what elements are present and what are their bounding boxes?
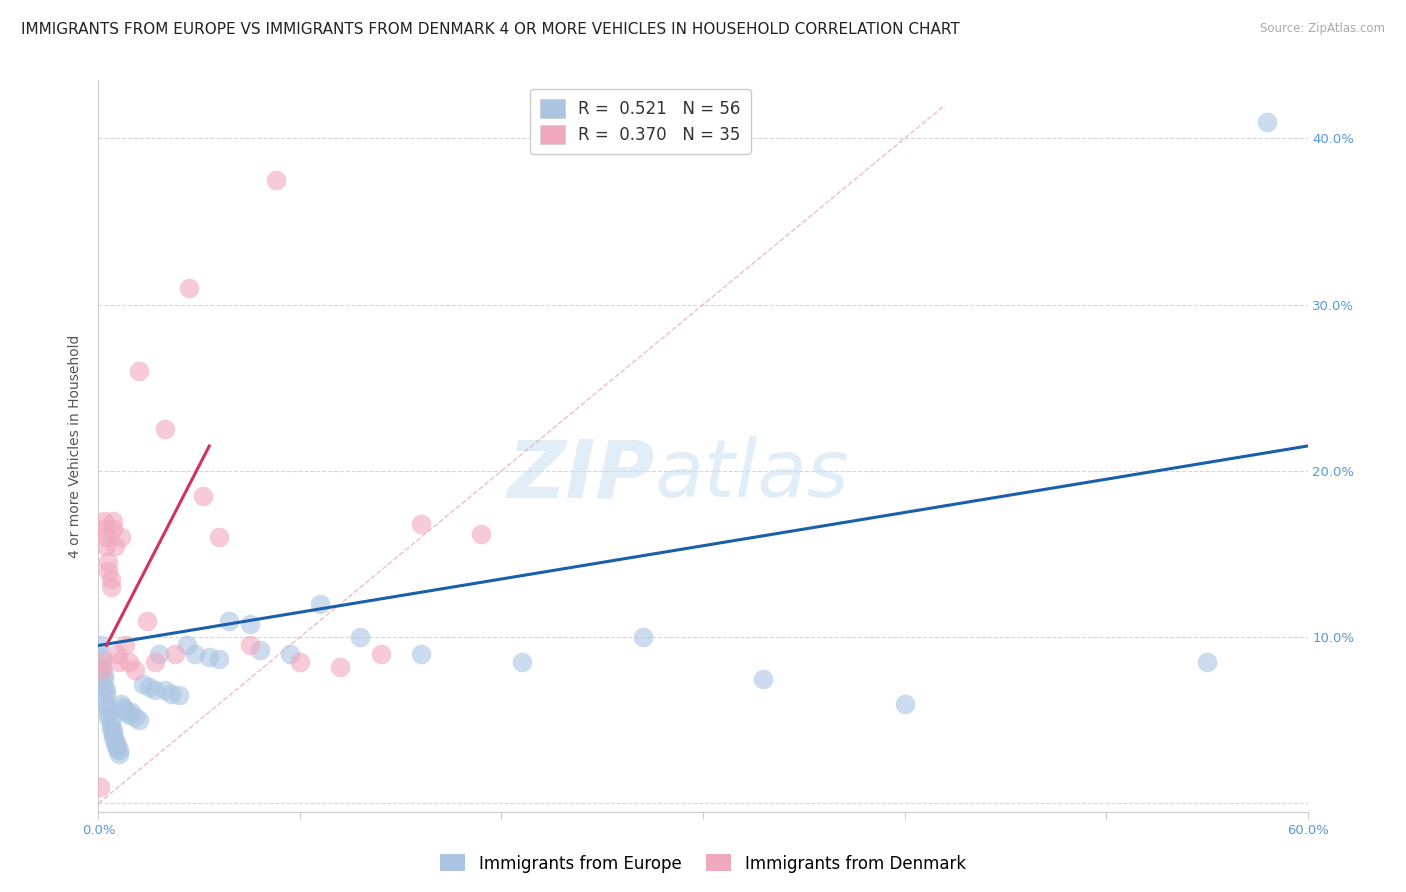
Point [97, 705, 120, 719]
Point [91, 655, 114, 669]
Point [96, 539, 118, 553]
Point [124, 664, 146, 678]
Point [101, 726, 124, 740]
Point [631, 630, 654, 644]
Point [1256, 115, 1278, 129]
Point [107, 747, 129, 761]
Point [105, 738, 128, 752]
Point [96, 689, 118, 703]
Point [124, 710, 146, 724]
Point [470, 527, 492, 541]
Point [349, 630, 371, 644]
Point [510, 655, 533, 669]
Point [101, 730, 124, 744]
Point [97, 564, 120, 578]
Legend: R =  0.521   N = 56, R =  0.370   N = 35: R = 0.521 N = 56, R = 0.370 N = 35 [530, 88, 751, 153]
Point [167, 689, 190, 703]
Point [370, 647, 392, 661]
Point [93, 514, 115, 528]
Point [93, 666, 115, 681]
Point [115, 705, 138, 719]
Point [114, 703, 136, 717]
Point [153, 683, 176, 698]
Point [135, 614, 157, 628]
Point [91, 660, 114, 674]
Point [101, 522, 124, 536]
Point [208, 530, 231, 544]
Point [107, 743, 129, 757]
Point [128, 364, 150, 378]
Text: ZIP: ZIP [508, 436, 655, 515]
Point [153, 422, 176, 436]
Point [249, 643, 271, 657]
Point [96, 683, 118, 698]
Point [97, 555, 120, 569]
Point [107, 655, 129, 669]
Point [208, 652, 231, 666]
Point [752, 672, 775, 686]
Point [143, 683, 166, 698]
Point [218, 614, 240, 628]
Point [288, 655, 311, 669]
Point [198, 650, 221, 665]
Point [100, 714, 122, 728]
Point [179, 281, 201, 295]
Text: atlas: atlas [655, 436, 849, 515]
Text: IMMIGRANTS FROM EUROPE VS IMMIGRANTS FROM DENMARK 4 OR MORE VEHICLES IN HOUSEHOL: IMMIGRANTS FROM EUROPE VS IMMIGRANTS FRO… [21, 22, 960, 37]
Point [103, 737, 125, 751]
Point [103, 539, 125, 553]
Point [100, 572, 122, 586]
Point [163, 647, 186, 661]
Y-axis label: 4 or more Vehicles in Household: 4 or more Vehicles in Household [69, 334, 83, 558]
Point [105, 741, 128, 756]
Point [97, 710, 120, 724]
Point [184, 647, 207, 661]
Point [93, 680, 115, 694]
Point [91, 650, 114, 665]
Point [264, 173, 287, 187]
Point [278, 647, 301, 661]
Point [176, 639, 198, 653]
Point [132, 676, 155, 690]
Point [138, 680, 160, 694]
Point [409, 517, 432, 532]
Point [110, 530, 132, 544]
Point [160, 687, 183, 701]
Point [100, 716, 122, 731]
Point [1195, 655, 1218, 669]
Point [329, 660, 352, 674]
Point [148, 647, 170, 661]
Point [239, 616, 262, 631]
Point [93, 672, 115, 686]
Point [110, 697, 132, 711]
Point [91, 664, 114, 678]
Point [239, 639, 262, 653]
Point [409, 647, 432, 661]
Point [120, 705, 142, 719]
Point [111, 700, 134, 714]
Point [101, 723, 124, 738]
Point [96, 697, 118, 711]
Point [309, 597, 332, 611]
Point [118, 655, 141, 669]
Point [893, 697, 915, 711]
Point [103, 733, 125, 747]
Text: Source: ZipAtlas.com: Source: ZipAtlas.com [1260, 22, 1385, 36]
Point [89, 780, 111, 794]
Legend: Immigrants from Europe, Immigrants from Denmark: Immigrants from Europe, Immigrants from … [433, 847, 973, 880]
Point [143, 655, 166, 669]
Point [96, 530, 118, 544]
Point [97, 700, 120, 714]
Point [100, 722, 122, 736]
Point [101, 514, 124, 528]
Point [93, 522, 115, 536]
Point [105, 647, 128, 661]
Point [193, 489, 215, 503]
Point [118, 708, 141, 723]
Point [114, 639, 136, 653]
Point [89, 639, 111, 653]
Point [128, 714, 150, 728]
Point [100, 580, 122, 594]
